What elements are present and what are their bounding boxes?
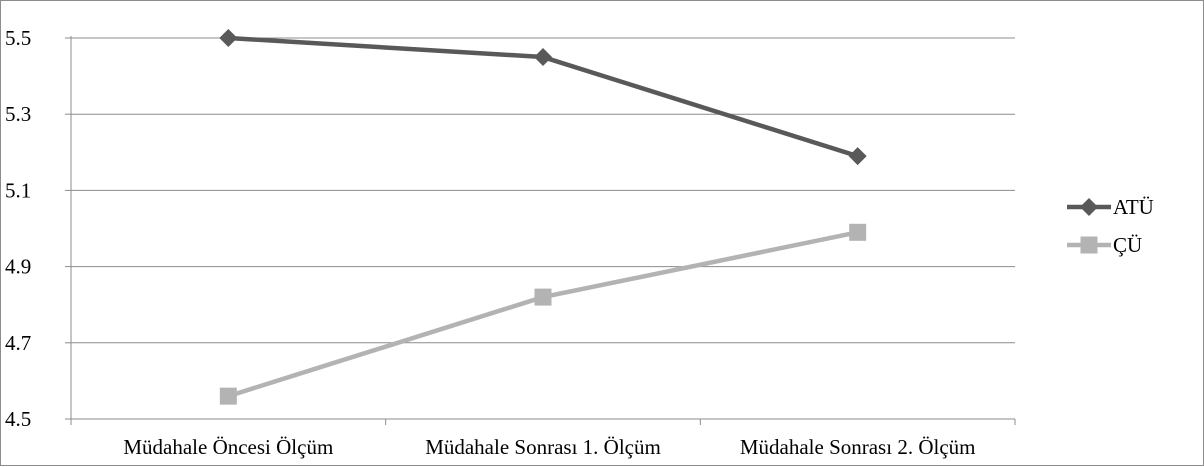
legend: ATÜ ÇÜ — [1067, 195, 1154, 257]
y-tick-label: 5.5 — [5, 26, 31, 50]
y-tick-label: 4.7 — [5, 331, 31, 355]
x-category-label: Müdahale Öncesi Ölçüm — [123, 435, 333, 459]
x-category-label: Müdahale Sonrası 2. Ölçüm — [740, 435, 976, 459]
data-point — [219, 29, 237, 47]
data-point — [849, 224, 866, 241]
series-1 — [219, 29, 866, 165]
legend-swatch-marker — [1081, 237, 1098, 254]
x-category-labels: Müdahale Öncesi Ölçüm Müdahale Sonrası 1.… — [123, 435, 975, 459]
data-point — [849, 147, 867, 165]
legend-label: ÇÜ — [1113, 233, 1142, 257]
data-point — [534, 48, 552, 66]
series-lines — [219, 29, 866, 405]
series-line — [228, 232, 857, 396]
axes — [65, 36, 1015, 425]
legend-entry: ATÜ — [1067, 195, 1154, 219]
legend-entry: ÇÜ — [1067, 233, 1142, 257]
data-point — [220, 388, 237, 405]
y-tick-label: 4.9 — [5, 255, 31, 279]
y-tick-label: 5.3 — [5, 102, 31, 126]
y-tick-label: 4.5 — [5, 407, 31, 431]
series-2 — [220, 224, 866, 405]
legend-label: ATÜ — [1113, 195, 1154, 219]
x-category-label: Müdahale Sonrası 1. Ölçüm — [425, 435, 661, 459]
y-tick-labels: 4.5 4.7 4.9 5.1 5.3 5.5 — [5, 26, 31, 431]
legend-swatch-marker — [1080, 198, 1098, 216]
data-point — [535, 289, 552, 306]
y-tick-label: 5.1 — [5, 178, 31, 202]
